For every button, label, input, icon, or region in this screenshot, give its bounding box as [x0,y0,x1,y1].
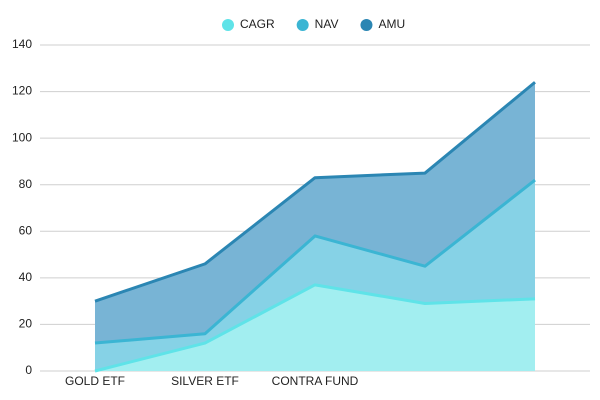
line [94,283,536,373]
y-tick-label: 60 [19,223,33,237]
x-tick-label: GOLD ETF [65,374,125,388]
line [94,178,536,345]
y-tick-label: 100 [12,130,32,144]
y-tick-label: 140 [12,37,32,51]
legend-marker [222,19,234,31]
area [95,284,535,371]
legend-marker [296,19,309,31]
x-tick-label: CONTRA FUND [272,374,359,388]
legend-label: NAV [315,17,339,31]
x-tick-label: SILVER ETF [171,374,239,388]
y-tick-label: 40 [19,270,33,284]
legend-label: AMU [378,17,405,31]
y-tick-label: 120 [12,84,32,98]
y-tick-label: 80 [19,177,33,191]
legend-label: CAGR [240,17,275,31]
y-tick-label: 0 [25,363,32,377]
y-tick-label: 20 [19,317,33,331]
legend-marker [360,19,373,31]
line [94,81,536,303]
